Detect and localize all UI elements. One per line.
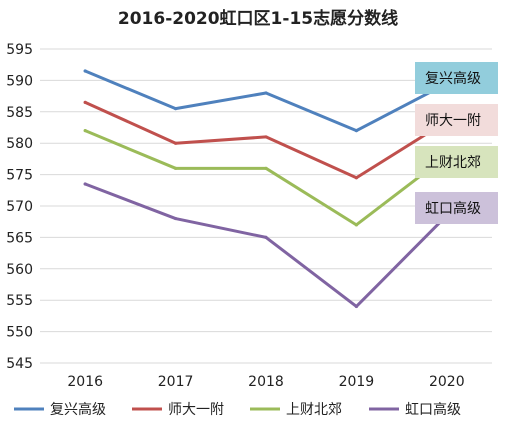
data-point [83,182,87,186]
legend-item-3: 上财北郊 [250,401,342,418]
legend-item-1: 复兴高级 [14,401,106,418]
legend-label: 上财北郊 [286,401,342,418]
data-point [354,176,358,180]
series-tag-4: 虹口高级 [415,192,498,224]
data-point [83,69,87,73]
legend-label: 复兴高级 [50,401,106,418]
y-tick-label: 580 [6,136,33,152]
y-tick-label: 595 [6,42,33,58]
data-point [83,100,87,104]
series-line-2 [83,100,449,180]
x-tick-label: 2018 [248,374,284,390]
legend-item-4: 虹口高级 [369,401,461,418]
data-point [354,304,358,309]
series-line-3 [83,129,449,227]
series-lines [83,69,449,309]
y-tick-label: 575 [6,168,33,184]
series-tag-box [415,104,498,136]
series-line-4 [83,182,449,308]
legend-item-2: 师大一附 [132,402,224,418]
y-tick-label: 590 [6,73,33,89]
legend-label: 师大一附 [168,402,224,418]
data-point [264,166,268,170]
data-point [174,141,178,145]
x-tick-label: 2017 [158,374,194,390]
y-tick-label: 555 [6,293,33,309]
y-tick-label: 585 [6,105,33,121]
legend: 复兴高级 师大一附 上财北郊 虹口高级 [14,401,461,418]
x-tick-label: 2019 [339,374,375,390]
series-tag-box [415,192,498,224]
data-point [354,129,358,133]
series-tag-label: 师大一附 [425,113,481,129]
data-point [264,135,268,139]
data-point [83,129,87,133]
series-tag-box [415,146,498,178]
x-axis: 2016 2017 2018 2019 2020 [67,374,464,390]
y-axis: 545 550 555 560 565 570 575 580 585 590 595 [6,42,33,372]
data-point [354,223,358,227]
series-tag-box [415,62,498,94]
series-tag-1: 复兴高级 [415,62,498,94]
y-tick-label: 550 [6,325,33,341]
data-point [174,166,178,170]
chart-title: 2016-2020虹口区1-15志愿分数线 [118,8,398,29]
series-tag-label: 复兴高级 [425,70,481,87]
data-point [264,91,268,95]
y-tick-label: 545 [6,356,33,372]
data-point [264,235,268,239]
y-tick-label: 570 [6,199,33,215]
data-point [174,107,178,111]
series-tag-3: 上财北郊 [415,146,498,178]
y-tick-label: 560 [6,262,33,278]
series-tag-2: 师大一附 [415,104,498,136]
x-tick-label: 2020 [429,374,465,390]
x-tick-label: 2016 [67,374,103,390]
data-point [174,216,178,221]
series-tag-label: 虹口高级 [425,200,481,217]
y-tick-label: 565 [6,230,33,246]
legend-label: 虹口高级 [405,401,461,418]
series-tag-label: 上财北郊 [425,154,481,171]
